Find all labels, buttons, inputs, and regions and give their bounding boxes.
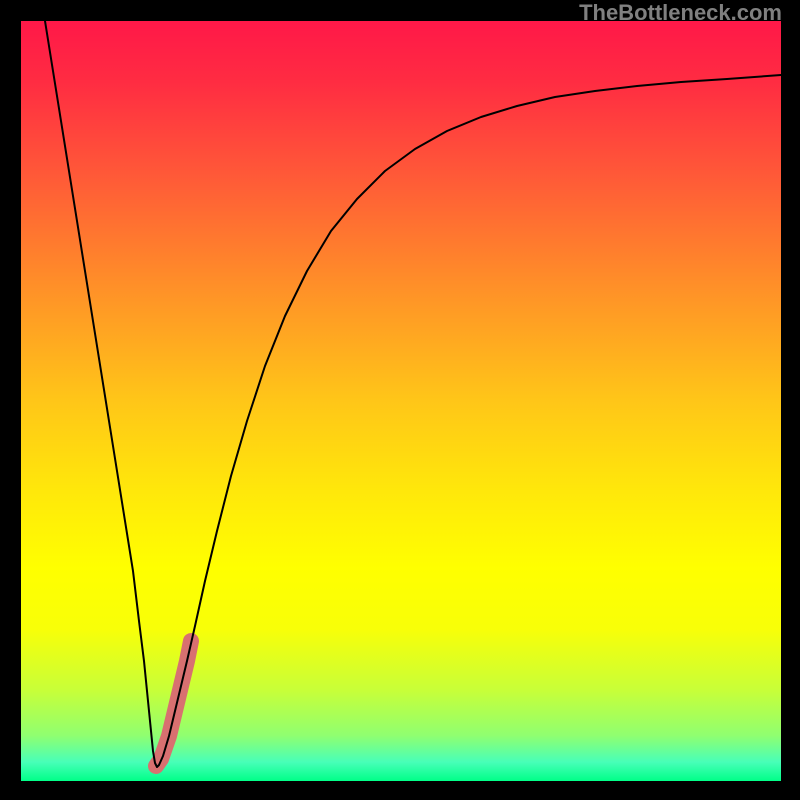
highlight-segment bbox=[156, 641, 191, 766]
plot-area bbox=[21, 21, 781, 781]
watermark-text: TheBottleneck.com bbox=[579, 0, 782, 26]
chart-container: TheBottleneck.com bbox=[0, 0, 800, 800]
main-curve bbox=[45, 21, 781, 767]
curve-layer bbox=[21, 21, 781, 781]
